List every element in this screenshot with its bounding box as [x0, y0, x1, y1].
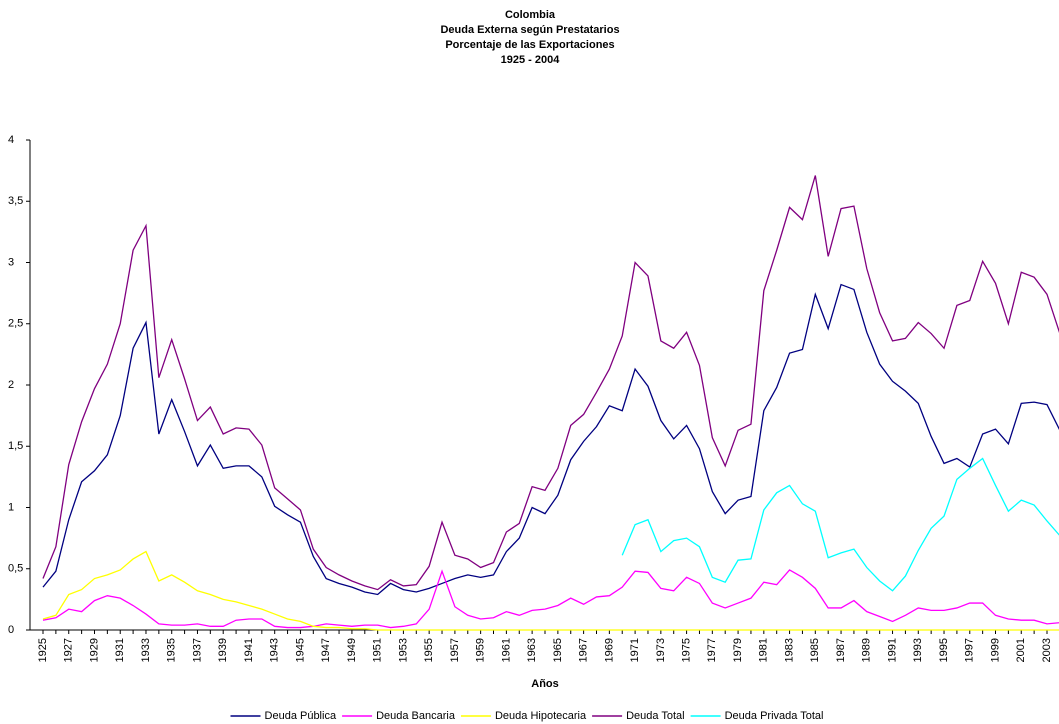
y-tick-label: 1: [8, 501, 14, 513]
x-tick-label: 1995: [938, 638, 950, 662]
x-tick-label: 1955: [423, 638, 435, 662]
x-tick-label: 1987: [835, 638, 847, 662]
x-tick-label: 2001: [1015, 638, 1027, 662]
y-tick-label: 2,5: [8, 318, 23, 330]
x-tick-label: 1957: [449, 638, 461, 662]
chart-title: Porcentaje de las Exportaciones: [445, 39, 614, 51]
x-tick-label: 1979: [732, 638, 744, 662]
data-line: [42, 550, 1059, 631]
x-tick-label: 1975: [680, 638, 692, 662]
x-tick-label: 1993: [912, 638, 924, 662]
legend-label: Deuda Total: [626, 710, 685, 722]
x-tick-label: 1977: [706, 638, 718, 662]
y-tick-label: 4: [8, 134, 14, 146]
y-tick-label: 3: [8, 256, 14, 268]
x-tick-label: 1981: [758, 638, 770, 662]
x-tick-label: 1983: [783, 638, 795, 662]
x-tick-label: 1961: [500, 638, 512, 662]
x-tick-label: 1997: [964, 638, 976, 662]
x-tick-label: 1999: [989, 638, 1001, 662]
x-tick-label: 1963: [526, 638, 538, 662]
x-tick-label: 1959: [475, 638, 487, 662]
chart-title: Colombia: [505, 9, 556, 21]
chart-title: 1925 - 2004: [501, 54, 561, 66]
x-tick-label: 1967: [578, 638, 590, 662]
x-tick-label: 1931: [114, 638, 126, 662]
x-tick-label: 1929: [88, 638, 100, 662]
chart-title: Deuda Externa según Prestatarios: [440, 24, 619, 36]
x-tick-label: 1969: [603, 638, 615, 662]
x-tick-label: 1941: [243, 638, 255, 662]
x-tick-label: 1989: [861, 638, 873, 662]
x-tick-label: 1945: [294, 638, 306, 662]
x-tick-label: 1973: [655, 638, 667, 662]
legend-label: Deuda Privada Total: [725, 710, 824, 722]
x-tick-label: 1991: [886, 638, 898, 662]
x-tick-label: 1925: [37, 638, 49, 662]
x-tick-label: 2003: [1041, 638, 1053, 662]
x-tick-label: 1985: [809, 638, 821, 662]
legend-label: Deuda Hipotecaria: [495, 710, 587, 722]
y-tick-label: 0: [8, 624, 14, 636]
y-tick-label: 0,5: [8, 563, 23, 575]
x-tick-label: 1933: [140, 638, 152, 662]
data-line: [42, 569, 1059, 629]
x-tick-label: 1949: [346, 638, 358, 662]
y-tick-label: 3,5: [8, 195, 23, 207]
x-tick-label: 1953: [397, 638, 409, 662]
x-tick-label: 1965: [552, 638, 564, 662]
data-line: [42, 175, 1059, 591]
y-tick-label: 1,5: [8, 440, 23, 452]
x-tick-label: 1927: [63, 638, 75, 662]
x-tick-label: 1943: [269, 638, 281, 662]
x-axis-label: Años: [531, 678, 559, 690]
x-tick-label: 1935: [166, 638, 178, 662]
x-tick-label: 1947: [320, 638, 332, 662]
x-tick-label: 1971: [629, 638, 641, 662]
legend-label: Deuda Bancaria: [376, 710, 456, 722]
x-tick-label: 1937: [191, 638, 203, 662]
data-line: [621, 457, 1059, 592]
y-tick-label: 2: [8, 379, 14, 391]
x-tick-label: 1951: [372, 638, 384, 662]
legend-label: Deuda Pública: [265, 710, 337, 722]
x-tick-label: 1939: [217, 638, 229, 662]
data-line: [42, 283, 1059, 596]
